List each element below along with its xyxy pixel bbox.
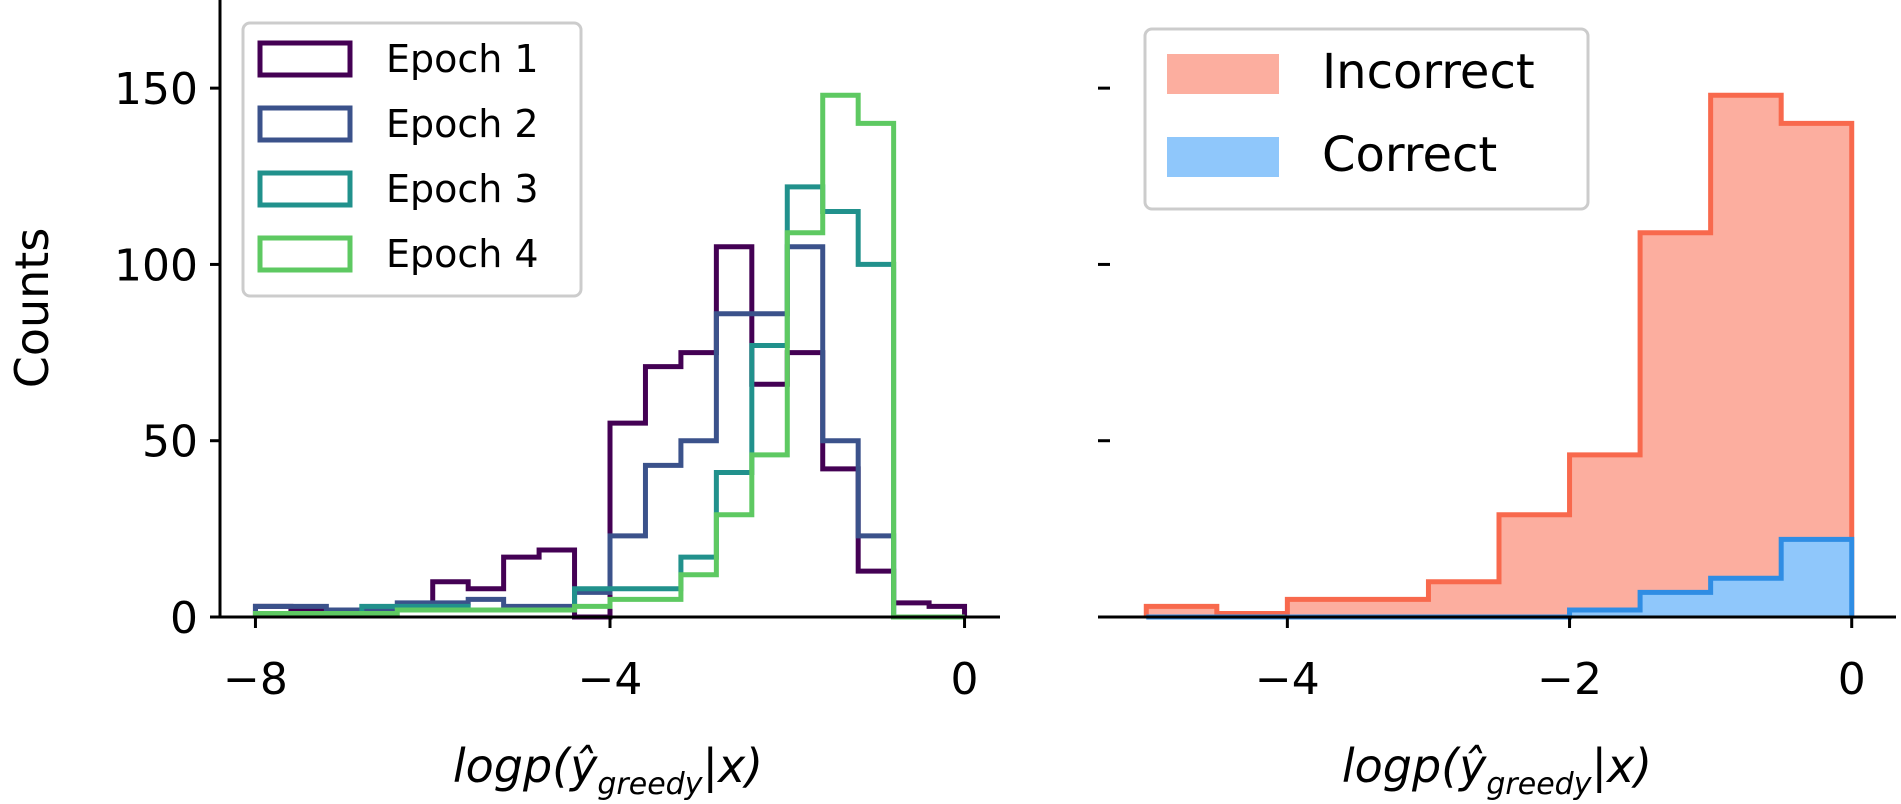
right-series-correct-fill: [1146, 539, 1852, 617]
right-x-tick-label: −4: [1255, 654, 1320, 705]
left-series-epoch-3-step-line: [252, 184, 965, 620]
left-legend-swatch-epoch-1: [257, 40, 353, 78]
right-x-tick-label: −2: [1537, 654, 1602, 705]
left-histogram-series-group: [252, 92, 968, 620]
left-legend-label: Epoch 3: [386, 167, 539, 211]
right-x-axis-label: logp(ŷgreedy|x): [1342, 739, 1652, 802]
right-series-incorrect-fill: [1146, 95, 1852, 618]
left-legend-swatch-epoch-4: [257, 235, 353, 273]
left-y-tick-label: 150: [114, 64, 198, 115]
right-legend: Incorrect Correct: [1143, 27, 1590, 211]
right-legend-label: Incorrect: [1322, 44, 1535, 100]
left-x-tick-label: 0: [951, 654, 979, 705]
right-y-ticks: [1098, 86, 1110, 619]
left-legend-label: Epoch 1: [386, 37, 539, 81]
left-x-tick-label: −4: [578, 654, 643, 705]
left-y-axis-label: Counts: [5, 228, 59, 389]
right-legend-label: Correct: [1322, 127, 1497, 183]
left-x-axis-label: logp(ŷgreedy|x): [453, 739, 763, 802]
left-y-ticks: 0 50 100 150: [114, 64, 220, 644]
left-legend-swatch-epoch-2: [257, 105, 353, 143]
left-y-tick-label: 50: [142, 417, 198, 468]
right-series-incorrect-edge: [1143, 92, 1855, 617]
left-series-epoch-2-step-line: [252, 244, 965, 620]
left-legend-label: Epoch 2: [386, 102, 539, 146]
right-histogram-panel: −4 −2 0 logp(ŷgreedy|x) Incorrect Correct: [1098, 27, 1896, 802]
left-y-tick-label: 100: [114, 240, 198, 291]
left-legend-frame: [241, 21, 583, 298]
right-x-tick-label: 0: [1838, 654, 1866, 705]
left-x-ticks: −8 −4 0: [223, 617, 979, 705]
left-series-epoch-4-step-line: [252, 92, 965, 620]
left-legend-label: Epoch 4: [386, 232, 539, 276]
left-histogram-panel: 0 50 100 150 −8 −4 0 Counts logp(ŷgreedy|x) E…: [5, 0, 1000, 802]
left-legend-swatch-epoch-3: [257, 170, 353, 208]
right-x-ticks: −4 −2 0: [1255, 617, 1866, 705]
right-legend-swatch-correct: [1167, 137, 1279, 177]
right-legend-swatch-incorrect: [1167, 54, 1279, 94]
left-x-tick-label: −8: [223, 654, 288, 705]
left-legend: Epoch 1 Epoch 2 Epoch 3 Epoch 4: [241, 21, 583, 298]
left-y-tick-label: 0: [170, 593, 198, 644]
